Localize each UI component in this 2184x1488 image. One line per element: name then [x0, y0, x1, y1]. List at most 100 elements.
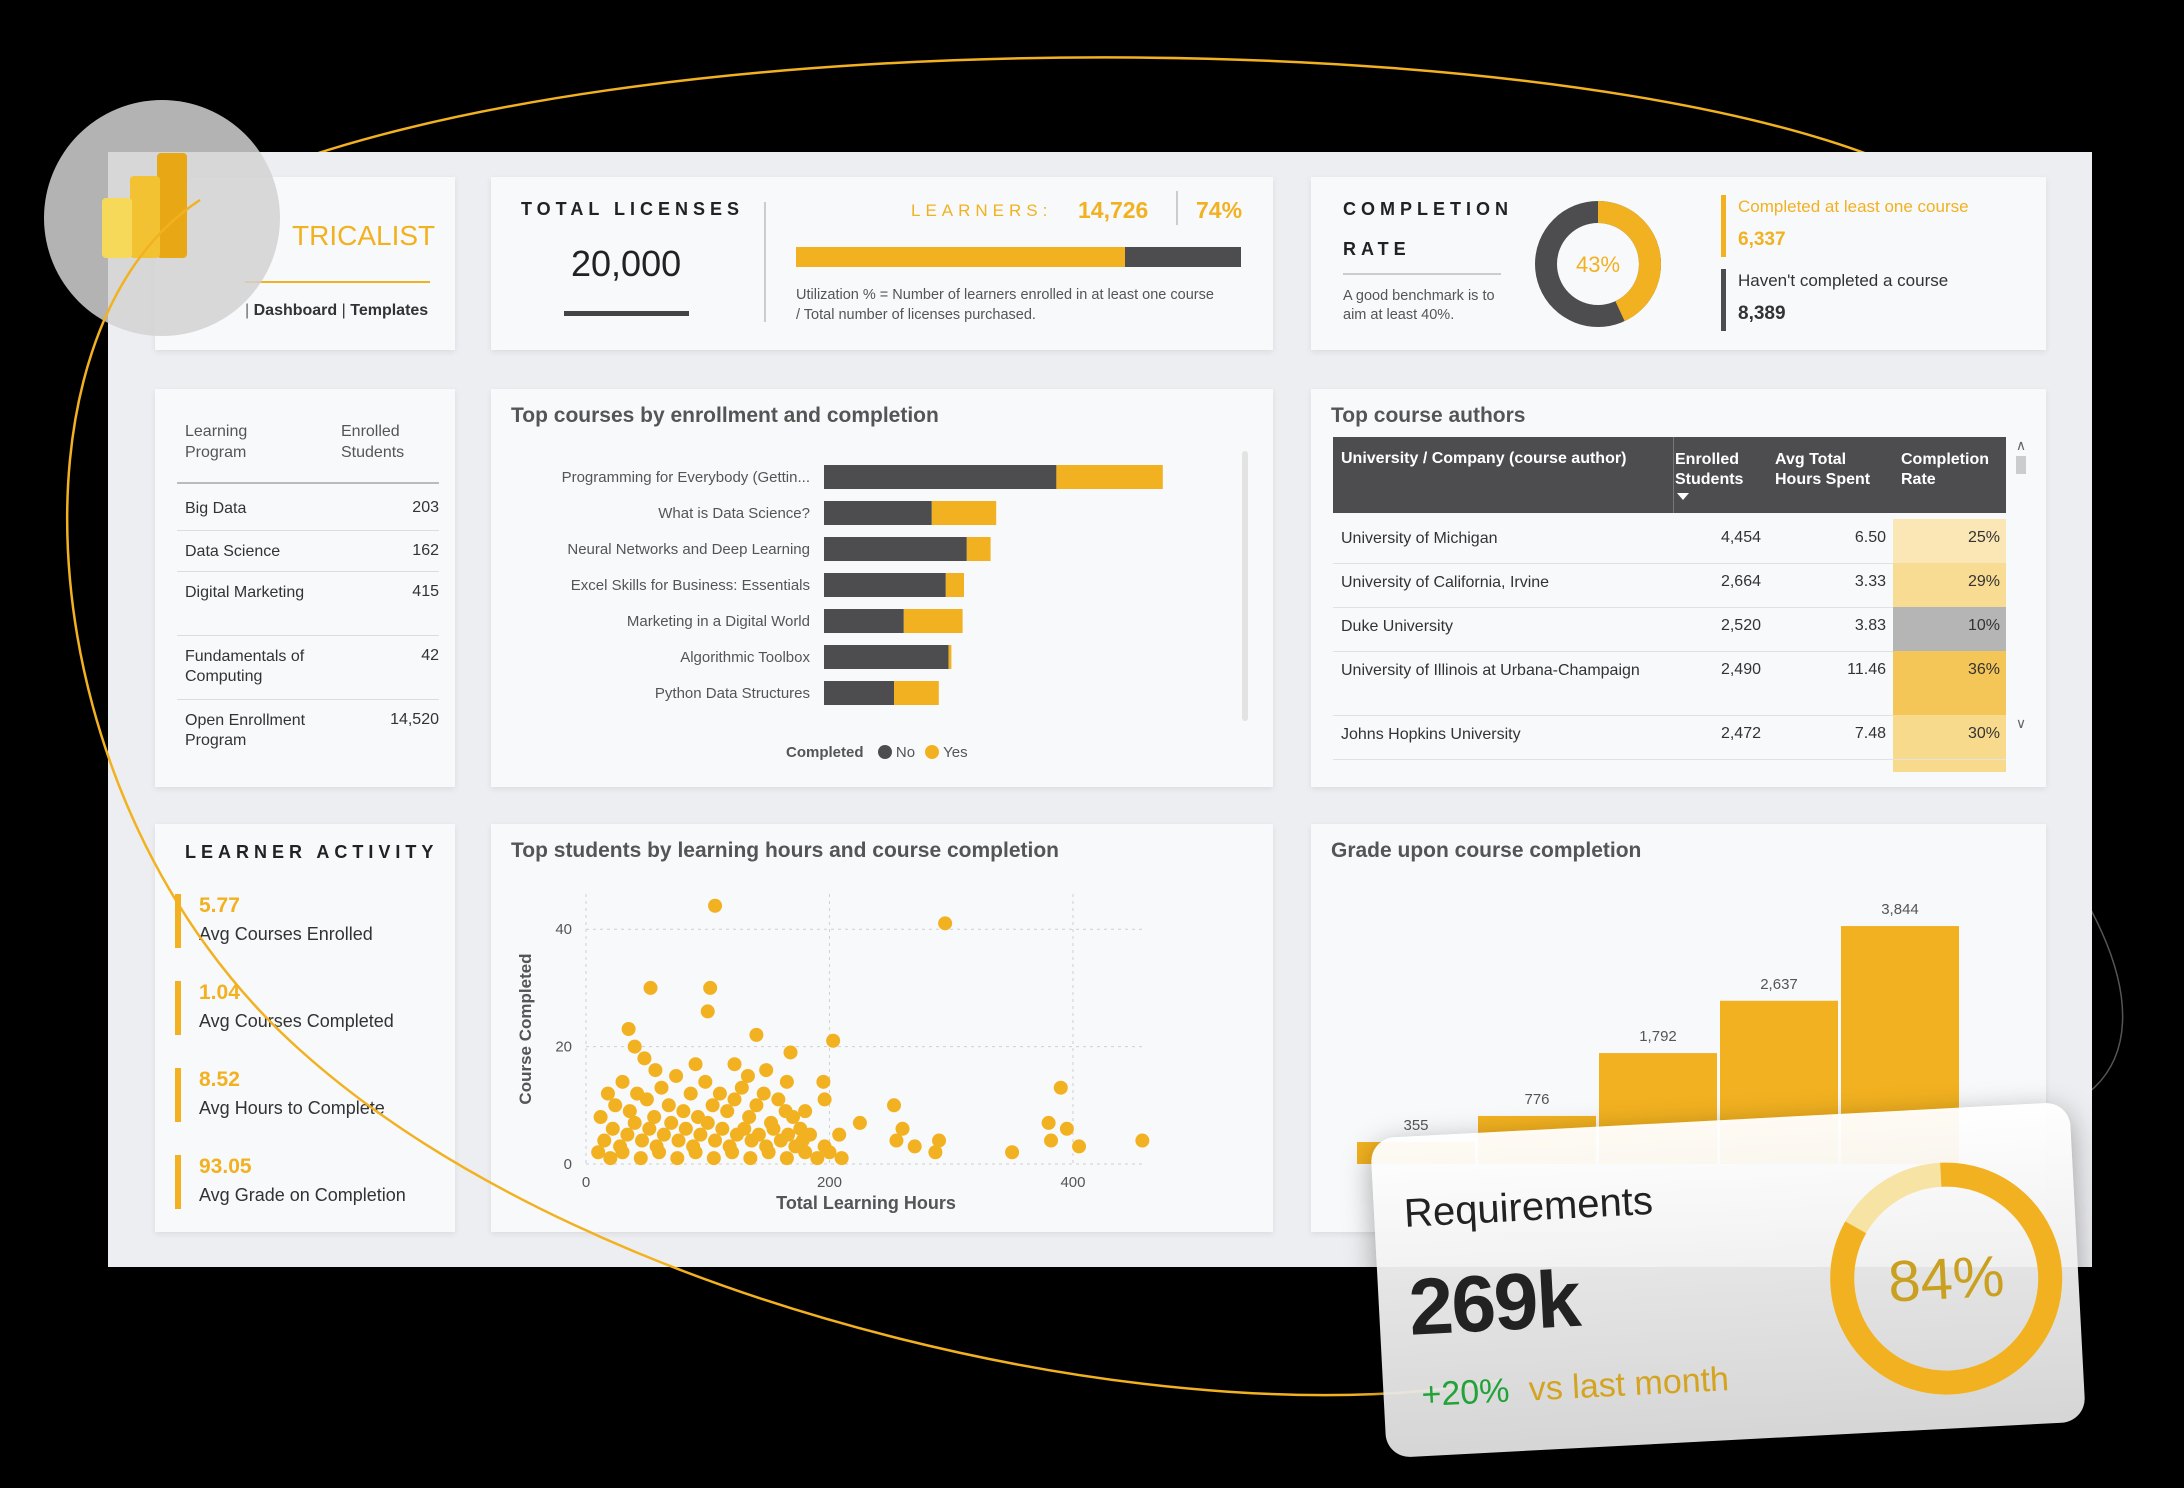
course-bar-yes[interactable] — [1056, 465, 1163, 489]
sort-down-icon[interactable] — [1677, 493, 1689, 500]
scatter-point[interactable] — [708, 898, 723, 913]
authors-header-rate[interactable]: Completion Rate — [1901, 451, 1989, 488]
scatter-point[interactable] — [637, 1051, 652, 1066]
author-row[interactable]: Johns Hopkins University 2,472 7.48 30% — [1333, 715, 2006, 760]
course-bar-yes[interactable] — [931, 501, 997, 525]
author-row[interactable]: Duke University 2,520 3.83 10% — [1333, 607, 2006, 652]
scatter-point[interactable] — [720, 1104, 735, 1119]
scatter-point[interactable] — [727, 1092, 742, 1107]
scatter-point[interactable] — [605, 1121, 620, 1136]
scatter-point[interactable] — [803, 1127, 817, 1142]
scatter-point[interactable] — [1053, 1080, 1068, 1095]
scatter-point[interactable] — [688, 1145, 703, 1160]
scroll-down-icon[interactable]: ∨ — [2015, 715, 2027, 731]
course-bar-yes[interactable] — [945, 573, 964, 597]
scatter-point[interactable] — [932, 1133, 947, 1148]
course-bar-no[interactable] — [824, 537, 967, 561]
scatter-point[interactable] — [708, 1133, 723, 1148]
scatter-point[interactable] — [700, 1115, 715, 1130]
scatter-point[interactable] — [798, 1145, 813, 1160]
scatter-point[interactable] — [635, 1133, 649, 1148]
scatter-point[interactable] — [671, 1133, 686, 1148]
scatter-point[interactable] — [938, 916, 953, 931]
courses-scrollbar[interactable] — [1242, 451, 1248, 721]
scatter-point[interactable] — [766, 1121, 781, 1136]
scatter-point[interactable] — [1041, 1115, 1056, 1130]
scatter-point[interactable] — [661, 1098, 676, 1113]
scatter-point[interactable] — [643, 980, 658, 995]
scatter-point[interactable] — [693, 1127, 708, 1142]
scatter-point[interactable] — [1135, 1133, 1150, 1148]
scatter-point[interactable] — [703, 980, 718, 995]
scatter-point[interactable] — [670, 1151, 685, 1166]
course-bar-yes[interactable] — [903, 609, 963, 633]
scatter-point[interactable] — [783, 1045, 798, 1060]
scatter-point[interactable] — [664, 1115, 679, 1130]
authors-header-enrolled[interactable]: Enrolled Students — [1675, 451, 1744, 488]
scatter-point[interactable] — [822, 1145, 837, 1160]
scatter-point[interactable] — [706, 1151, 721, 1166]
scatter-point[interactable] — [816, 1074, 831, 1089]
scatter-point[interactable] — [712, 1086, 727, 1101]
course-bar-yes[interactable] — [894, 681, 939, 705]
scatter-point[interactable] — [642, 1121, 657, 1136]
scatter-point[interactable] — [627, 1039, 642, 1054]
course-bar-no[interactable] — [824, 465, 1057, 489]
scatter-point[interactable] — [603, 1151, 618, 1166]
scatter-point[interactable] — [676, 1104, 691, 1119]
scatter-point[interactable] — [620, 1127, 635, 1142]
scatter-point[interactable] — [889, 1133, 904, 1148]
course-bar-no[interactable] — [824, 609, 904, 633]
scatter-point[interactable] — [852, 1115, 867, 1130]
scatter-point[interactable] — [683, 1086, 698, 1101]
scatter-point[interactable] — [615, 1145, 630, 1160]
scatter-point[interactable] — [785, 1110, 800, 1125]
scatter-point[interactable] — [810, 1151, 825, 1166]
scatter-point[interactable] — [591, 1145, 606, 1160]
authors-header-name[interactable]: University / Company (course author) — [1341, 450, 1627, 467]
scatter-point[interactable] — [669, 1068, 684, 1083]
nav-templates-link[interactable]: Templates — [350, 302, 429, 319]
scatter-point[interactable] — [639, 1092, 654, 1107]
scroll-thumb[interactable] — [2016, 456, 2026, 474]
scatter-point[interactable] — [700, 1004, 715, 1019]
scatter-point[interactable] — [727, 1057, 742, 1072]
scatter-point[interactable] — [779, 1074, 794, 1089]
author-row[interactable]: University of Illinois at Urbana-Champai… — [1333, 651, 2006, 716]
scatter-point[interactable] — [832, 1127, 847, 1142]
scatter-point[interactable] — [771, 1092, 786, 1107]
scatter-point[interactable] — [756, 1086, 771, 1101]
scatter-point[interactable] — [887, 1098, 901, 1113]
scatter-point[interactable] — [725, 1145, 740, 1160]
scatter-point[interactable] — [627, 1115, 642, 1130]
scatter-point[interactable] — [817, 1092, 832, 1107]
scatter-point[interactable] — [705, 1098, 720, 1113]
scatter-point[interactable] — [633, 1151, 648, 1166]
author-row[interactable]: University of California, Irvine 2,664 3.3… — [1333, 563, 2006, 608]
scatter-point[interactable] — [1072, 1139, 1087, 1154]
scatter-point[interactable] — [698, 1074, 713, 1089]
scatter-point[interactable] — [600, 1086, 615, 1101]
scatter-point[interactable] — [652, 1145, 667, 1160]
scatter-point[interactable] — [834, 1151, 849, 1166]
course-bar-yes[interactable] — [966, 537, 991, 561]
scatter-point[interactable] — [798, 1104, 813, 1119]
scatter-point[interactable] — [826, 1033, 841, 1048]
scatter-point[interactable] — [654, 1080, 669, 1095]
scatter-point[interactable] — [621, 1022, 636, 1036]
scatter-point[interactable] — [907, 1139, 922, 1154]
scroll-up-icon[interactable]: ∧ — [2015, 437, 2027, 453]
scatter-point[interactable] — [615, 1074, 630, 1089]
scatter-point[interactable] — [1044, 1133, 1059, 1148]
author-row[interactable]: University of Michigan 4,454 6.50 25% — [1333, 519, 2006, 564]
scatter-point[interactable] — [761, 1145, 776, 1160]
scatter-point[interactable] — [751, 1127, 766, 1142]
scatter-point[interactable] — [608, 1098, 623, 1113]
scatter-point[interactable] — [779, 1151, 794, 1166]
authors-scrollbar[interactable]: ∧ ∨ — [2014, 437, 2028, 737]
scatter-point[interactable] — [759, 1063, 774, 1078]
nav-dashboard-link[interactable]: Dashboard — [253, 302, 338, 319]
scatter-point[interactable] — [749, 1027, 764, 1042]
course-bar-no[interactable] — [824, 681, 894, 705]
scatter-point[interactable] — [749, 1098, 764, 1113]
